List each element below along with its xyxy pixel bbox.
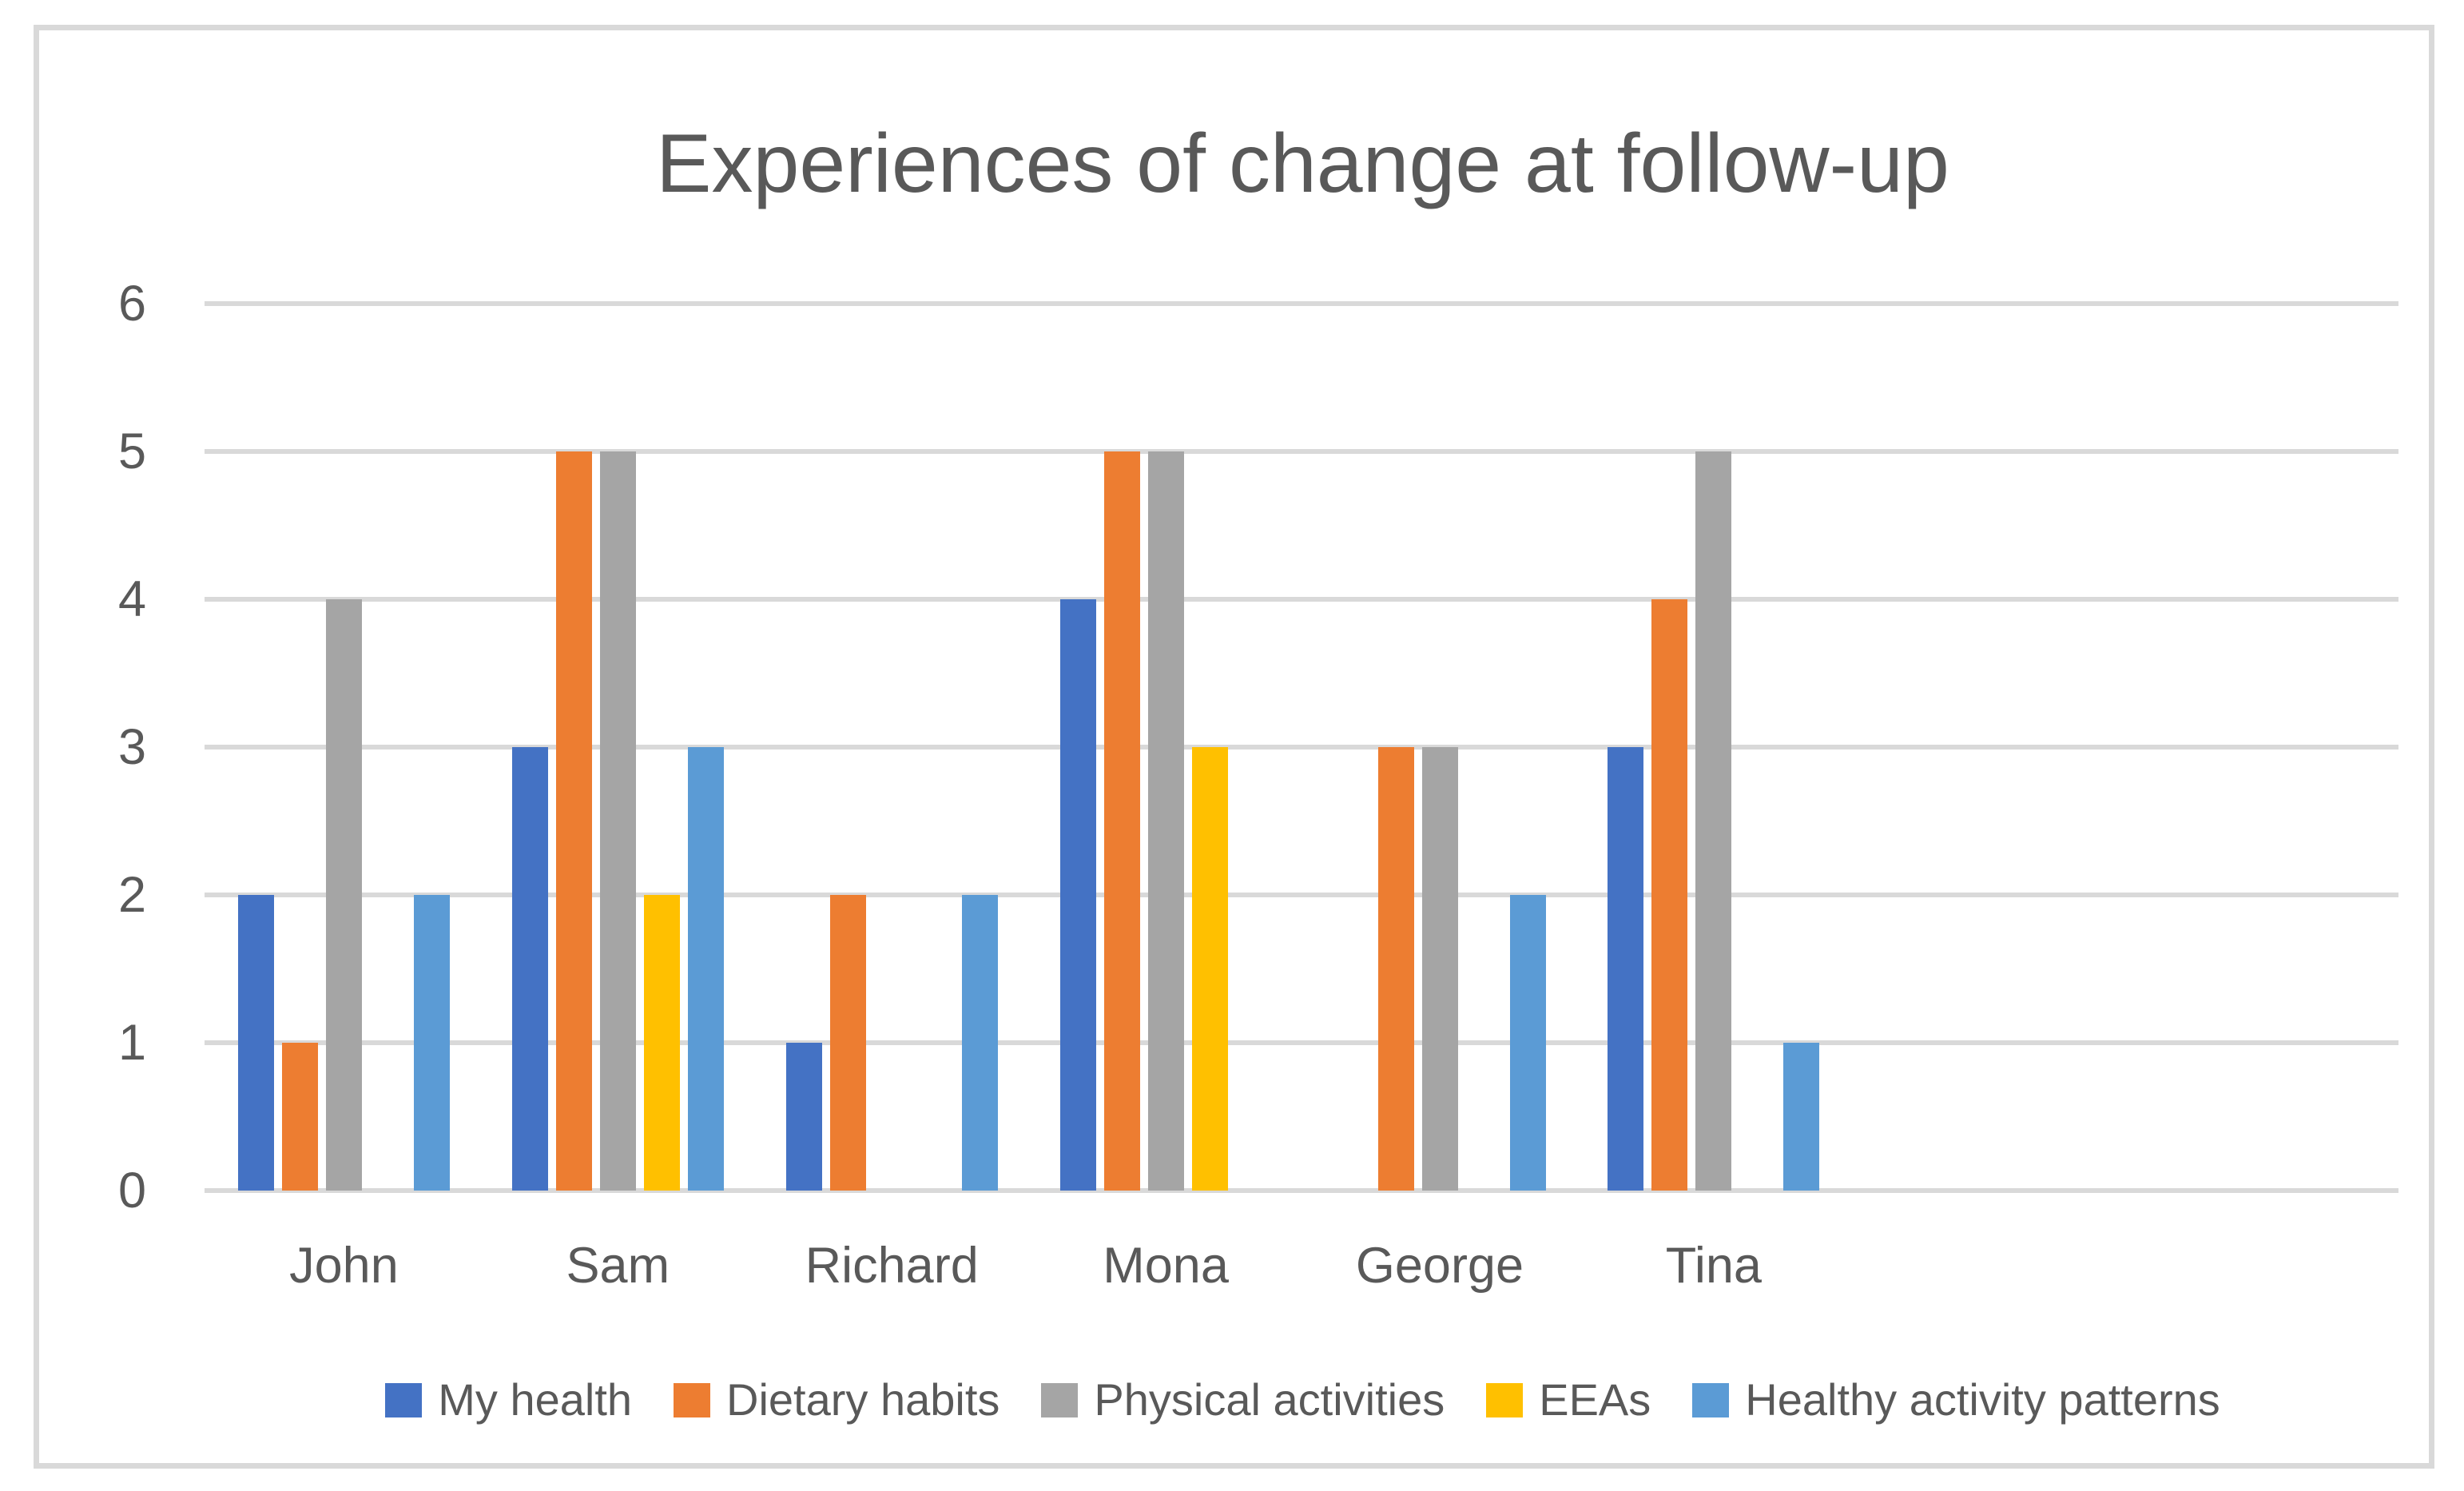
x-category-label-mona: Mona bbox=[1103, 1238, 1229, 1294]
y-tick-label-5: 5 bbox=[117, 423, 146, 479]
legend-item-eeas: EEAs bbox=[1486, 1375, 1651, 1425]
legend-label-dietary-habits: Dietary habits bbox=[726, 1374, 1000, 1425]
bar-my-health-mona bbox=[1059, 599, 1096, 1191]
legend-label-my-health: My health bbox=[438, 1374, 633, 1425]
y-tick-label-6: 6 bbox=[117, 276, 146, 332]
legend-label-eeas: EEAs bbox=[1539, 1374, 1651, 1425]
x-category-label-tina: Tina bbox=[1665, 1238, 1762, 1294]
chart-frame: Experiences of change at follow-up 0 1 2 3 4… bbox=[34, 25, 2434, 1469]
bar-dietary-habits-george bbox=[1377, 747, 1414, 1191]
y-tick-label-1: 1 bbox=[117, 1015, 146, 1071]
legend-item-dietary-habits: Dietary habits bbox=[674, 1375, 1000, 1425]
x-axis-line bbox=[205, 1188, 2398, 1193]
bar-healthy-activity-patterns-john bbox=[414, 895, 450, 1191]
bar-dietary-habits-mona bbox=[1103, 451, 1140, 1191]
x-category-label-george: George bbox=[1355, 1238, 1524, 1294]
bar-dietary-habits-tina bbox=[1651, 599, 1688, 1191]
bar-dietary-habits-sam bbox=[555, 451, 592, 1191]
bar-physical-activities-john bbox=[326, 599, 362, 1191]
bar-eeas-sam bbox=[643, 895, 680, 1191]
legend-swatch-icon-dietary-habits bbox=[674, 1382, 711, 1417]
legend-label-physical-activities: Physical activities bbox=[1094, 1374, 1445, 1425]
gridline-y-2 bbox=[205, 893, 2398, 897]
legend-swatch-icon-eeas bbox=[1486, 1382, 1524, 1417]
chart-title: Experiences of change at follow-up bbox=[656, 117, 1949, 210]
bar-physical-activities-mona bbox=[1147, 451, 1184, 1191]
legend-swatch-icon-physical-activities bbox=[1041, 1382, 1079, 1417]
bar-my-health-john bbox=[238, 895, 274, 1191]
bar-dietary-habits-richard bbox=[829, 895, 866, 1191]
bar-healthy-activity-patterns-tina bbox=[1783, 1043, 1820, 1191]
bar-my-health-sam bbox=[511, 747, 548, 1191]
bar-healthy-activity-patterns-sam bbox=[687, 747, 724, 1191]
gridline-y-6 bbox=[205, 301, 2398, 306]
bar-my-health-richard bbox=[785, 1043, 822, 1191]
bar-my-health-tina bbox=[1608, 747, 1644, 1191]
legend-swatch-icon-healthy-activity-patterns bbox=[1692, 1382, 1730, 1417]
gridline-y-4 bbox=[205, 597, 2398, 602]
y-tick-label-0: 0 bbox=[117, 1163, 146, 1219]
x-category-label-sam: Sam bbox=[566, 1238, 670, 1294]
legend-item-healthy-activity-patterns: Healthy activity patterns bbox=[1692, 1375, 2220, 1425]
y-tick-label-2: 2 bbox=[117, 867, 146, 923]
legend-label-healthy-activity-patterns: Healthy activity patterns bbox=[1745, 1374, 2220, 1425]
x-category-label-richard: Richard bbox=[805, 1238, 979, 1294]
y-tick-label-4: 4 bbox=[117, 571, 146, 627]
bar-healthy-activity-patterns-george bbox=[1509, 895, 1546, 1191]
gridline-y-5 bbox=[205, 449, 2398, 454]
bar-healthy-activity-patterns-richard bbox=[961, 895, 998, 1191]
y-tick-label-3: 3 bbox=[117, 719, 146, 775]
bar-physical-activities-sam bbox=[599, 451, 636, 1191]
x-category-label-john: John bbox=[289, 1238, 399, 1294]
legend-swatch-icon-my-health bbox=[385, 1382, 423, 1417]
gridline-y-1 bbox=[205, 1040, 2398, 1045]
bar-dietary-habits-john bbox=[282, 1043, 318, 1191]
legend-item-my-health: My health bbox=[385, 1375, 632, 1425]
bar-physical-activities-george bbox=[1421, 747, 1458, 1191]
bar-eeas-mona bbox=[1191, 747, 1228, 1191]
legend: My health Dietary habits Physical activiti… bbox=[207, 1375, 2398, 1425]
legend-item-physical-activities: Physical activities bbox=[1041, 1375, 1445, 1425]
gridline-y-3 bbox=[205, 745, 2398, 749]
bar-physical-activities-tina bbox=[1695, 451, 1732, 1191]
